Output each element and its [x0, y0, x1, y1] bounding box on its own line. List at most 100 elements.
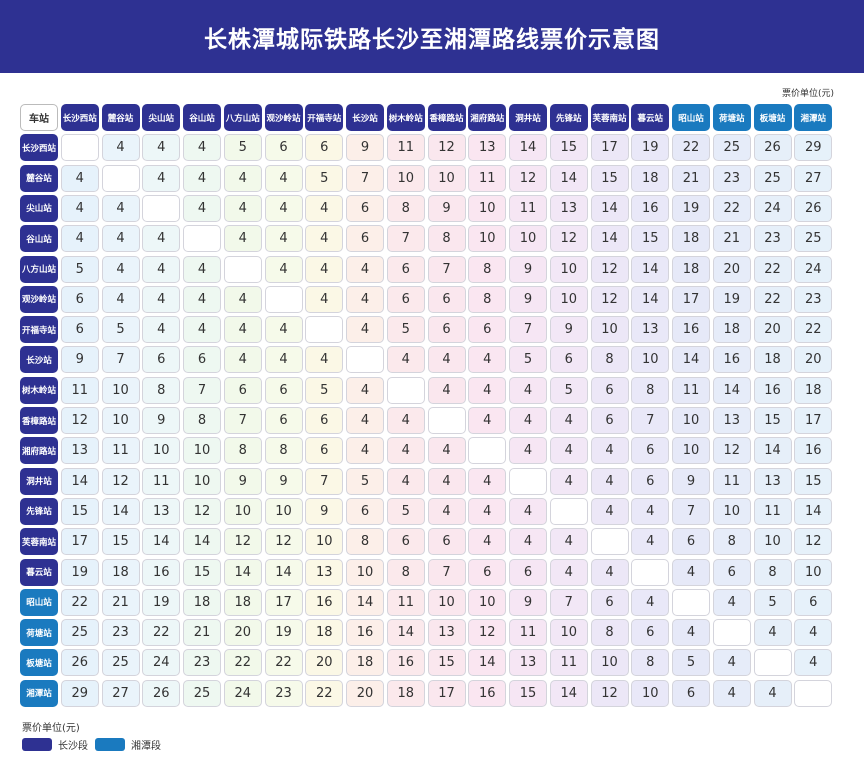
- fare-cell: 13: [753, 467, 792, 495]
- fare-cell: 5: [101, 316, 140, 344]
- fare-cell: 21: [712, 225, 751, 253]
- fare-cell: 22: [794, 316, 833, 344]
- column-header-4: 谷山站: [183, 104, 221, 131]
- fare-unit-label: 票价单位(元): [781, 89, 834, 99]
- fare-cell: 14: [60, 467, 99, 495]
- fare-cell: 18: [386, 679, 425, 707]
- fare-cell: 4: [305, 255, 344, 283]
- fare-cell: 16: [468, 679, 507, 707]
- fare-cell: 26: [794, 194, 833, 222]
- fare-cell: 10: [672, 407, 710, 434]
- fare-cell: 4: [672, 619, 710, 647]
- fare-cell: 7: [631, 407, 670, 434]
- fare-cell: 14: [264, 558, 303, 586]
- fare-cell: 10: [223, 497, 262, 525]
- fare-cell: 24: [142, 649, 181, 677]
- fare-cell: 4: [549, 558, 588, 586]
- column-header-15: 暮云站: [631, 104, 670, 131]
- fare-cell: 6: [305, 437, 344, 465]
- fare-cell: 4: [753, 619, 792, 647]
- fare-cell: 23: [794, 285, 833, 313]
- fare-cell: 11: [386, 134, 425, 162]
- fare-cell: 8: [631, 376, 670, 404]
- column-header-14: 芙蓉南站: [590, 104, 629, 131]
- fare-cell: 10: [386, 164, 425, 192]
- fare-cell: 12: [223, 528, 262, 556]
- fare-cell: 4: [509, 528, 547, 556]
- fare-cell: 10: [631, 346, 670, 374]
- fare-cell: 13: [427, 619, 466, 647]
- diagonal-cell: [264, 285, 303, 313]
- fare-cell: 14: [183, 528, 221, 556]
- fare-cell: 21: [183, 619, 221, 647]
- fare-cell: 4: [101, 285, 140, 313]
- fare-cell: 4: [549, 467, 588, 495]
- fare-cell: 12: [590, 285, 629, 313]
- fare-cell: 5: [305, 376, 344, 404]
- diagonal-cell: [427, 407, 466, 434]
- fare-cell: 7: [346, 164, 384, 192]
- fare-cell: 6: [223, 376, 262, 404]
- fare-cell: 12: [549, 225, 588, 253]
- fare-cell: 4: [101, 134, 140, 162]
- row-header-3: 尖山站: [20, 194, 58, 222]
- fare-cell: 4: [223, 194, 262, 222]
- fare-cell: 6: [427, 285, 466, 313]
- column-header-19: 湘潭站: [794, 104, 833, 131]
- fare-cell: 4: [590, 437, 629, 465]
- fare-cell: 26: [142, 679, 181, 707]
- fare-cell: 27: [101, 679, 140, 707]
- fare-cell: 6: [468, 316, 507, 344]
- fare-cell: 5: [549, 376, 588, 404]
- fare-cell: 16: [386, 649, 425, 677]
- fare-cell: 6: [183, 346, 221, 374]
- fare-cell: 9: [509, 588, 547, 616]
- row-header-14: 芙蓉南站: [20, 528, 58, 556]
- row-header-9: 树木岭站: [20, 376, 58, 404]
- fare-cell: 4: [590, 558, 629, 586]
- fare-cell: 4: [712, 679, 751, 707]
- fare-cell: 10: [101, 376, 140, 404]
- fare-cell: 4: [183, 316, 221, 344]
- fare-cell: 26: [753, 134, 792, 162]
- fare-cell: 12: [712, 437, 751, 465]
- fare-cell: 20: [794, 346, 833, 374]
- fare-cell: 15: [509, 679, 547, 707]
- fare-cell: 15: [631, 225, 670, 253]
- fare-cell: 10: [712, 497, 751, 525]
- fare-cell: 4: [549, 407, 588, 434]
- column-header-2: 麓谷站: [101, 104, 140, 131]
- fare-cell: 6: [631, 619, 670, 647]
- fare-cell: 13: [712, 407, 751, 434]
- fare-cell: 14: [590, 194, 629, 222]
- fare-cell: 9: [549, 316, 588, 344]
- fare-cell: 20: [753, 316, 792, 344]
- fare-cell: 17: [264, 588, 303, 616]
- fare-cell: 20: [223, 619, 262, 647]
- fare-cell: 4: [101, 255, 140, 283]
- fare-cell: 13: [549, 194, 588, 222]
- row-header-2: 麓谷站: [20, 164, 58, 192]
- fare-cell: 22: [264, 649, 303, 677]
- column-header-8: 长沙站: [346, 104, 384, 131]
- fare-cell: 22: [142, 619, 181, 647]
- fare-cell: 9: [672, 467, 710, 495]
- fare-cell: 10: [753, 528, 792, 556]
- fare-cell: 15: [753, 407, 792, 434]
- fare-cell: 9: [346, 134, 384, 162]
- fare-cell: 6: [590, 376, 629, 404]
- fare-cell: 10: [468, 588, 507, 616]
- diagonal-cell: [590, 528, 629, 556]
- column-header-10: 香樟路站: [427, 104, 466, 131]
- fare-cell: 20: [305, 649, 344, 677]
- fare-cell: 4: [346, 407, 384, 434]
- fare-cell: 24: [794, 255, 833, 283]
- fare-cell: 14: [794, 497, 833, 525]
- fare-cell: 4: [794, 619, 833, 647]
- fare-cell: 4: [590, 467, 629, 495]
- legend-item-xiangtan: 湘潭段: [95, 737, 161, 752]
- fare-cell: 4: [264, 255, 303, 283]
- fare-cell: 16: [672, 316, 710, 344]
- fare-cell: 6: [305, 134, 344, 162]
- fare-cell: 7: [672, 497, 710, 525]
